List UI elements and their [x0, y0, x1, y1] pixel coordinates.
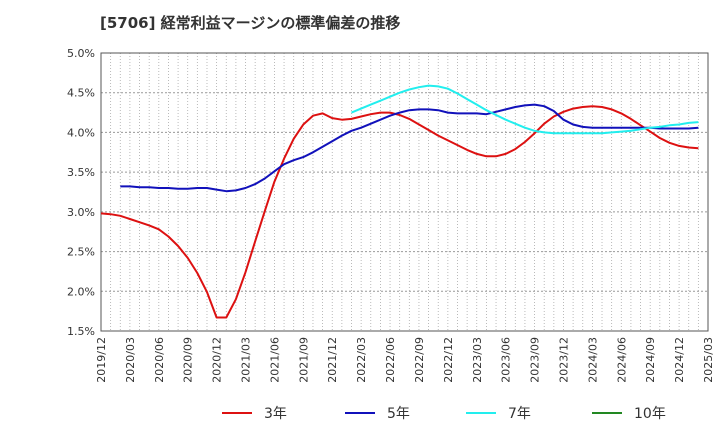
x-tick-label: 2023/03 — [471, 337, 484, 383]
x-tick-label: 2024/09 — [644, 337, 657, 383]
legend: 3年 5年 7年 10年 — [222, 406, 666, 422]
legend-label: 7年 — [508, 406, 531, 422]
x-tick-label: 2022/06 — [384, 337, 397, 383]
x-tick-label: 2020/03 — [124, 337, 137, 383]
plot-frame — [100, 52, 709, 332]
legend-label: 10年 — [634, 406, 666, 422]
x-tick-label: 2020/12 — [211, 337, 224, 383]
x-tick-label: 2023/06 — [500, 337, 513, 383]
x-tick-label: 2021/03 — [240, 337, 253, 383]
x-tick-label: 2020/09 — [182, 337, 195, 383]
series-line-1 — [100, 105, 699, 319]
x-tick-label: 2021/09 — [297, 337, 310, 383]
y-tick-label: 2.5% — [67, 246, 95, 259]
x-tick-label: 2024/12 — [673, 337, 686, 383]
y-tick-label: 4.0% — [67, 126, 95, 139]
x-tick-label: 2025/03 — [702, 337, 715, 383]
y-tick-label: 4.5% — [67, 87, 95, 100]
x-tick-label: 2022/12 — [442, 337, 455, 383]
series-line-3 — [351, 84, 699, 135]
y-axis: 5.0% 4.5% 4.0% 3.5% 3.0% 2.5% 2.0% 1.5% — [67, 47, 95, 338]
x-tick-label: 2023/09 — [529, 337, 542, 383]
plot-background — [101, 53, 708, 331]
chart-title: [5706] 経常利益マージンの標準偏差の推移 — [100, 14, 401, 32]
x-tick-label: 2024/06 — [615, 337, 628, 383]
x-tick-label: 2023/12 — [557, 337, 570, 383]
x-tick-label: 2021/12 — [326, 337, 339, 383]
y-tick-label: 5.0% — [67, 47, 95, 60]
series-line-2 — [120, 103, 699, 193]
x-tick-label: 2022/09 — [413, 337, 426, 383]
x-tick-label: 2022/03 — [355, 337, 368, 383]
legend-label: 5年 — [387, 406, 410, 422]
x-tick-label: 2020/06 — [153, 337, 166, 383]
legend-label: 3年 — [264, 406, 287, 422]
x-tick-label: 2024/03 — [586, 337, 599, 383]
y-tick-label: 3.0% — [67, 206, 95, 219]
x-axis: 2019/12 2020/03 2020/06 2020/09 2020/12 2021/… — [95, 337, 715, 383]
y-tick-label: 3.5% — [67, 166, 95, 179]
y-tick-label: 1.5% — [67, 325, 95, 338]
x-tick-label: 2019/12 — [95, 337, 108, 383]
y-tick-label: 2.0% — [67, 285, 95, 298]
series-group — [100, 84, 699, 319]
x-tick-label: 2021/06 — [268, 337, 281, 383]
